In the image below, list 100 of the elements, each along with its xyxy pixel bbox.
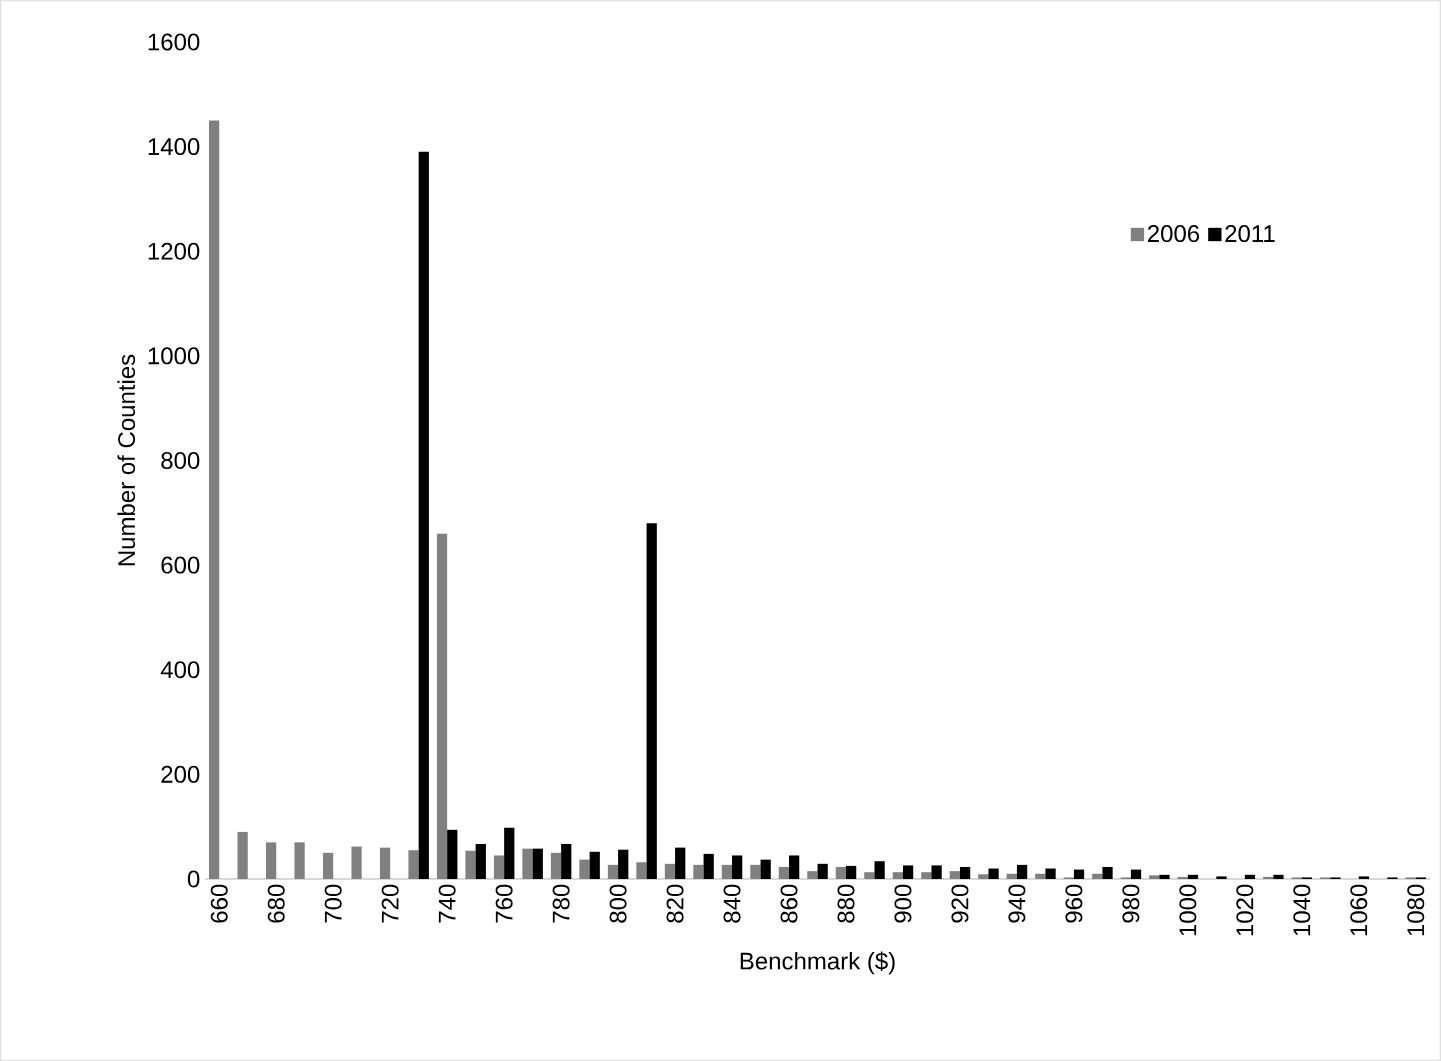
bar xyxy=(294,842,305,879)
bar xyxy=(1092,873,1103,879)
x-tick-label: 1060 xyxy=(1350,884,1368,936)
x-tick-label: 1080 xyxy=(1407,884,1425,936)
bar xyxy=(835,866,846,879)
bar xyxy=(693,864,704,879)
y-axis-title: Number of Counties xyxy=(117,354,136,566)
bar xyxy=(789,855,800,879)
bar xyxy=(589,851,600,879)
bar xyxy=(208,120,220,879)
bar xyxy=(750,864,761,879)
bar xyxy=(1102,866,1113,879)
bar xyxy=(675,847,686,879)
bar xyxy=(1187,874,1199,879)
bar xyxy=(1006,873,1017,879)
x-tick-label: 900 xyxy=(894,884,912,923)
bar xyxy=(1244,874,1256,879)
y-tick-label: 800 xyxy=(161,451,200,469)
bar xyxy=(1177,876,1188,879)
bar xyxy=(1216,876,1227,879)
x-tick-label: 760 xyxy=(495,884,513,923)
bar xyxy=(959,866,971,879)
y-tick-label: 600 xyxy=(161,556,200,574)
bar xyxy=(1358,876,1370,879)
bar xyxy=(561,843,572,879)
bar xyxy=(237,831,248,879)
bar xyxy=(874,861,885,879)
bar xyxy=(322,852,334,879)
x-tick-label: 860 xyxy=(780,884,798,923)
bar xyxy=(732,855,743,879)
bar xyxy=(931,865,942,879)
bar xyxy=(760,859,771,879)
bar xyxy=(1073,869,1085,879)
bar xyxy=(721,864,733,879)
bar xyxy=(504,827,515,879)
bar xyxy=(532,848,543,879)
x-tick-label: 960 xyxy=(1065,884,1083,923)
bar xyxy=(1045,868,1056,879)
x-tick-label: 1040 xyxy=(1293,884,1311,936)
y-tick-label: 1400 xyxy=(148,138,200,156)
bar xyxy=(1035,873,1046,879)
x-tick-label: 720 xyxy=(381,884,399,923)
bar xyxy=(902,865,914,879)
x-tick-label: 680 xyxy=(267,884,285,923)
bar xyxy=(636,862,647,879)
x-axis-title: Benchmark ($) xyxy=(740,951,895,975)
x-tick-label: 840 xyxy=(723,884,741,923)
bar xyxy=(949,871,960,879)
x-tick-label: 920 xyxy=(951,884,969,923)
bar xyxy=(618,849,629,879)
bar xyxy=(1159,874,1170,879)
bar xyxy=(379,847,391,879)
bar xyxy=(988,868,999,879)
x-tick-label: 660 xyxy=(210,884,228,923)
bar xyxy=(475,843,486,879)
legend-label: 2006 xyxy=(1147,225,1200,243)
legend-label: 2011 xyxy=(1225,225,1275,243)
bar xyxy=(265,842,277,879)
x-tick-label: 980 xyxy=(1122,884,1140,923)
y-tick-label: 0 xyxy=(187,870,200,888)
bar xyxy=(351,846,362,879)
y-tick-label: 400 xyxy=(160,661,200,679)
bar xyxy=(921,872,932,879)
bar xyxy=(978,874,989,879)
bar xyxy=(646,523,657,879)
x-tick-label: 820 xyxy=(666,884,684,923)
bar xyxy=(579,859,590,879)
bar xyxy=(864,872,875,879)
bar xyxy=(522,848,533,879)
bar xyxy=(778,866,790,879)
bar xyxy=(892,872,903,879)
bar xyxy=(1016,864,1028,879)
x-tick-label: 700 xyxy=(324,884,342,923)
x-tick-label: 780 xyxy=(552,884,570,923)
x-tick-label: 1020 xyxy=(1236,884,1254,936)
y-tick-label: 1600 xyxy=(148,33,200,51)
x-tick-label: 940 xyxy=(1008,884,1026,923)
bar xyxy=(817,863,828,879)
x-tick-label: 800 xyxy=(609,884,627,923)
bar xyxy=(807,871,818,879)
bar xyxy=(1130,869,1142,879)
bar xyxy=(418,151,429,879)
bar xyxy=(846,865,857,879)
bar xyxy=(465,850,476,879)
y-tick-label: 1200 xyxy=(148,242,200,260)
bar xyxy=(1263,876,1274,879)
bar xyxy=(550,852,562,879)
bar xyxy=(1273,874,1284,879)
y-tick-label: 200 xyxy=(161,765,200,783)
x-tick-label: 1000 xyxy=(1179,884,1197,936)
bar xyxy=(664,863,676,879)
bar xyxy=(436,533,448,879)
bar xyxy=(408,850,419,879)
x-tick-label: 740 xyxy=(438,884,456,923)
x-tick-label: 880 xyxy=(837,884,855,923)
bar xyxy=(493,855,505,879)
y-tick-label: 1000 xyxy=(148,347,200,365)
bar xyxy=(703,853,714,879)
bar xyxy=(1149,875,1160,879)
bar xyxy=(447,829,458,879)
